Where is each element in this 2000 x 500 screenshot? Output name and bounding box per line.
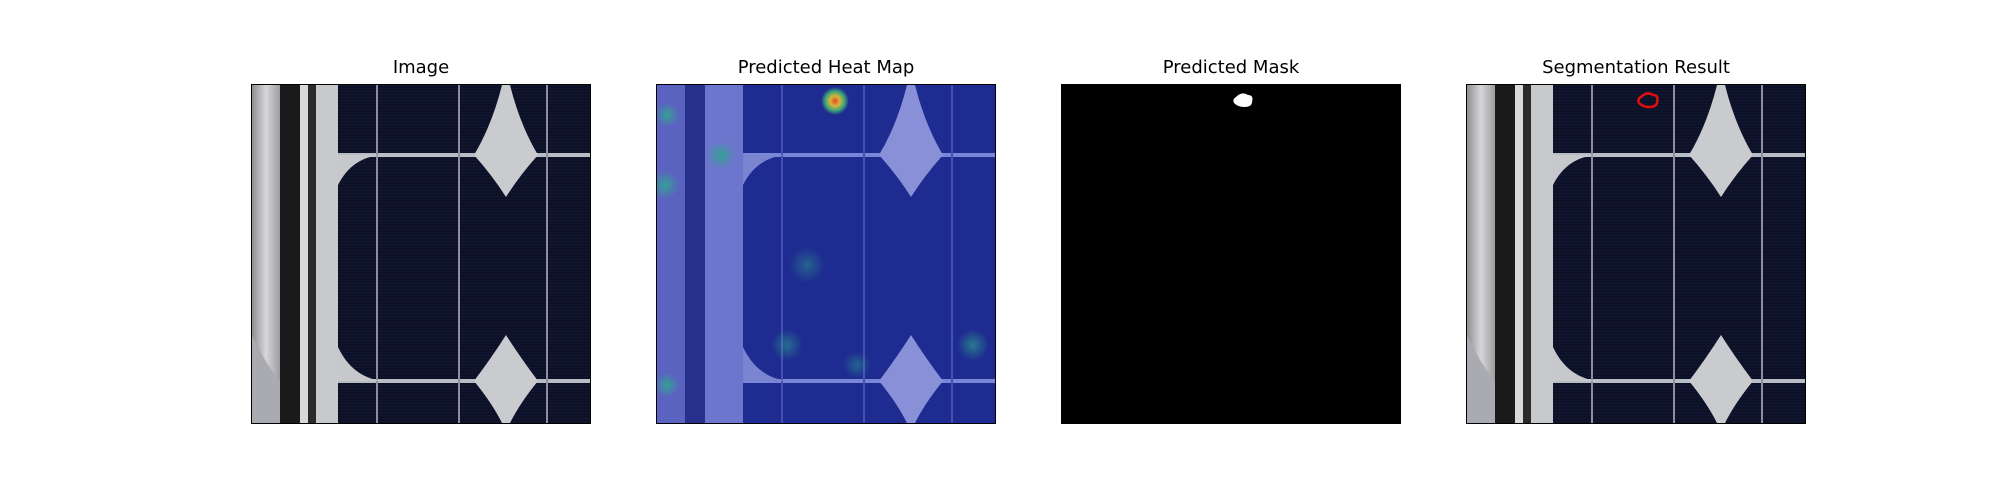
panel-title: Image <box>392 57 450 78</box>
panel-title: Predicted Heat Map <box>737 57 915 78</box>
solar-cell-photo <box>252 85 590 423</box>
segmentation-overlay <box>1467 85 1805 423</box>
mask-region <box>1233 93 1253 107</box>
binary-mask <box>1062 85 1400 423</box>
heat-map-overlay <box>657 85 995 423</box>
heat-map-image <box>656 84 996 424</box>
solar-cell-image <box>251 84 591 424</box>
mask-image <box>1061 84 1401 424</box>
segmentation-image <box>1466 84 1806 424</box>
panel-title: Segmentation Result <box>1542 57 1730 78</box>
panel-title: Predicted Mask <box>1162 57 1300 78</box>
segmentation-contour <box>1637 92 1659 109</box>
